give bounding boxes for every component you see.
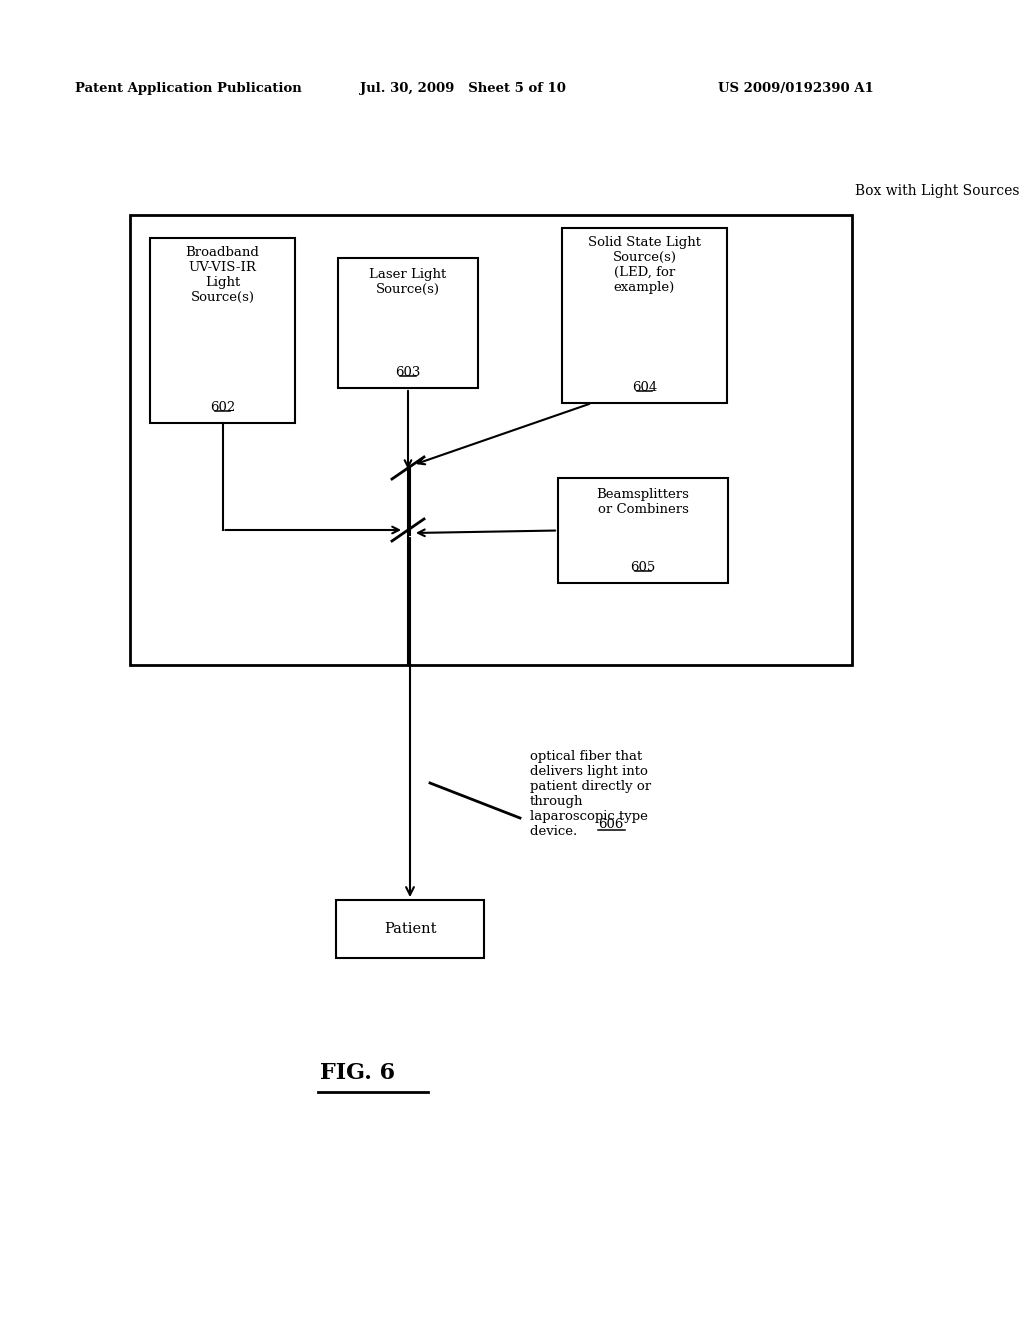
Text: FIG. 6: FIG. 6 <box>319 1063 395 1084</box>
Bar <box>562 228 727 403</box>
Bar <box>130 215 852 665</box>
Text: 603: 603 <box>395 366 421 379</box>
Text: 606: 606 <box>598 818 624 832</box>
Text: Box with Light Sources: Box with Light Sources <box>855 183 1024 198</box>
Text: Laser Light
Source(s): Laser Light Source(s) <box>370 268 446 296</box>
Bar <box>150 238 295 422</box>
Text: Patent Application Publication: Patent Application Publication <box>75 82 302 95</box>
Text: Patient: Patient <box>384 921 436 936</box>
Text: US 2009/0192390 A1: US 2009/0192390 A1 <box>718 82 873 95</box>
Text: 604: 604 <box>632 381 657 393</box>
Bar <box>558 478 728 583</box>
Bar <box>336 900 484 958</box>
Text: optical fiber that
delivers light into
patient directly or
through
laparoscopic : optical fiber that delivers light into p… <box>530 750 651 838</box>
Text: 602: 602 <box>210 401 236 414</box>
Text: 605: 605 <box>631 561 655 574</box>
Bar <box>338 257 478 388</box>
Text: Jul. 30, 2009   Sheet 5 of 10: Jul. 30, 2009 Sheet 5 of 10 <box>360 82 566 95</box>
Text: Beamsplitters
or Combiners: Beamsplitters or Combiners <box>597 488 689 516</box>
Text: Broadband
UV-VIS-IR
Light
Source(s): Broadband UV-VIS-IR Light Source(s) <box>185 246 259 304</box>
Text: Solid State Light
Source(s)
(LED, for
example): Solid State Light Source(s) (LED, for ex… <box>588 236 701 294</box>
